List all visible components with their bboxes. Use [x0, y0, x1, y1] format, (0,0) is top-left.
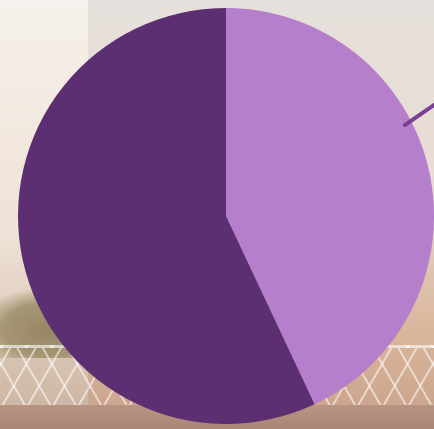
leader-line: [403, 103, 434, 127]
pie-slice-2: [18, 8, 315, 424]
pie-slices: [18, 8, 434, 424]
pie-slice-1: [226, 8, 434, 405]
